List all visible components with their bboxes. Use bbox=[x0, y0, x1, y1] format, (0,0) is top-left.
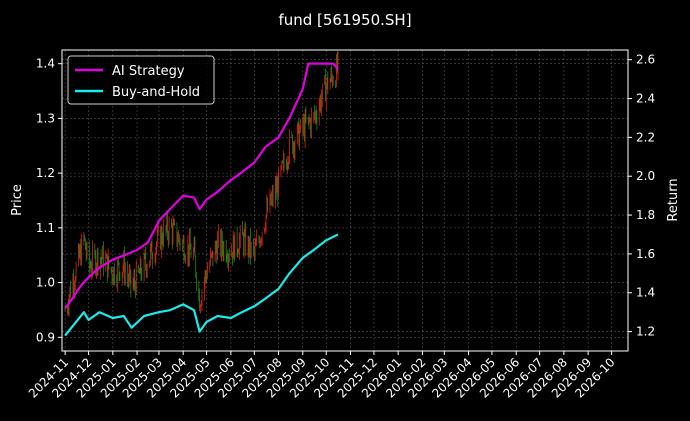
y-tick-label: 1.1 bbox=[36, 221, 55, 235]
left-axis: 0.9 1.0 1.1 1.2 1.3 1.4 bbox=[36, 57, 62, 344]
legend-ai-label: AI Strategy bbox=[112, 64, 185, 79]
y-tick-label: 1.2 bbox=[36, 166, 55, 180]
y2-tick-label: 2.6 bbox=[636, 53, 655, 67]
legend-bh-label: Buy-and-Hold bbox=[112, 85, 200, 100]
legend: AI Strategy Buy-and-Hold bbox=[67, 55, 215, 105]
y2-tick-label: 2.4 bbox=[636, 92, 655, 106]
y2-tick-label: 2.2 bbox=[636, 130, 655, 144]
right-axis: 1.2 1.4 1.6 1.8 2.0 2.2 2.4 2.6 bbox=[628, 53, 655, 339]
y-axis-label: Price bbox=[10, 184, 25, 216]
ai-strategy-line bbox=[64, 62, 339, 309]
x-axis: 2024-112024-122025-012025-022025-032025-… bbox=[26, 351, 618, 401]
chart-title: fund [561950.SH] bbox=[278, 11, 411, 29]
y-tick-label: 1.0 bbox=[36, 276, 55, 290]
y-tick-label: 1.3 bbox=[36, 111, 55, 125]
buy-and-hold-line bbox=[64, 233, 339, 337]
legend-box bbox=[67, 55, 215, 105]
series-lines bbox=[64, 62, 339, 337]
price-candles bbox=[64, 51, 339, 318]
y-tick-label: 0.9 bbox=[36, 330, 55, 344]
y2-axis-label: Return bbox=[666, 178, 681, 221]
y2-tick-label: 1.2 bbox=[636, 325, 655, 339]
y2-tick-label: 1.4 bbox=[636, 286, 655, 300]
y2-tick-label: 2.0 bbox=[636, 169, 655, 183]
y2-tick-label: 1.6 bbox=[636, 247, 655, 261]
y-tick-label: 1.4 bbox=[36, 57, 55, 71]
y2-tick-label: 1.8 bbox=[636, 208, 655, 222]
plot-frame bbox=[61, 49, 629, 352]
